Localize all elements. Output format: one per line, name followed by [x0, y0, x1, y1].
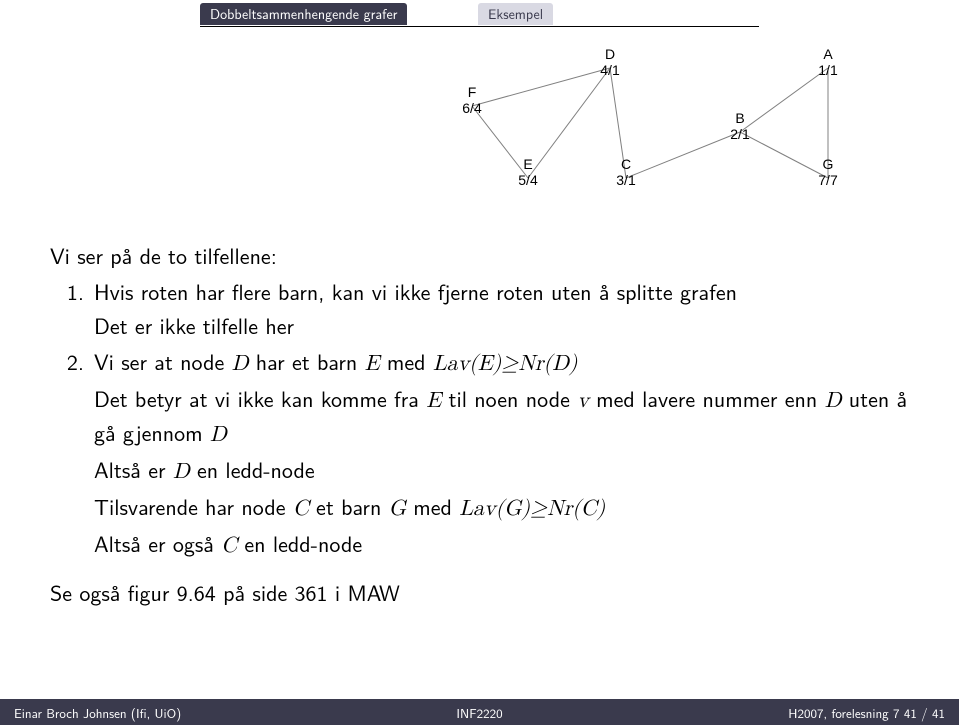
graph-node-C: C3/1 — [608, 156, 644, 188]
footer-page: H2007, forelesning 7 41 / 41 — [788, 704, 945, 723]
item1-line2: Det er ikke tilfelle her — [94, 310, 909, 342]
slide-body: Vi ser på de to tilfellene: 1. Hvis rote… — [50, 240, 909, 609]
item2-line1: Vi ser at node D har et barn E med Lav(E… — [94, 346, 909, 381]
graph-node-B: B2/1 — [722, 110, 758, 142]
list-item-2: 2. Vi ser at node D har et barn E med La… — [50, 346, 909, 563]
nav-subsection: Eksempel — [478, 3, 553, 25]
header-underline — [200, 26, 759, 27]
item2-line3: Altså er D en ledd-node — [94, 454, 909, 489]
outro-line: Se også figur 9.64 på side 361 i MAW — [50, 577, 909, 609]
slide-footer: Einar Broch Johnsen (Ifi, UiO) INF2220 H… — [0, 699, 959, 725]
graph-node-A: A1/1 — [810, 46, 846, 78]
nav-section: Dobbeltsammenhengende grafer — [200, 3, 407, 25]
graph-svg — [380, 40, 880, 220]
graph-node-F: F6/4 — [454, 84, 490, 116]
item2-line2: Det betyr at vi ikke kan komme fra E til… — [94, 383, 909, 453]
graph-node-E: E5/4 — [510, 156, 546, 188]
item2-line5: Altså er også C en ledd-node — [94, 528, 909, 563]
graph-node-D: D4/1 — [592, 46, 628, 78]
graph-diagram: F6/4 D4/1 A1/1 E5/4 C3/1 B2/1 G7/7 — [380, 40, 880, 220]
item2-line4: Tilsvarende har node C et barn G med Lav… — [94, 491, 909, 526]
item1-line1: Hvis roten har flere barn, kan vi ikke f… — [94, 276, 909, 308]
intro-line: Vi ser på de to tilfellene: — [50, 240, 909, 272]
graph-node-G: G7/7 — [810, 156, 846, 188]
list-number: 1. — [50, 276, 94, 342]
list-number: 2. — [50, 346, 94, 563]
slide-header: Dobbeltsammenhengende grafer Eksempel — [0, 0, 959, 28]
list-item-1: 1. Hvis roten har flere barn, kan vi ikk… — [50, 276, 909, 342]
